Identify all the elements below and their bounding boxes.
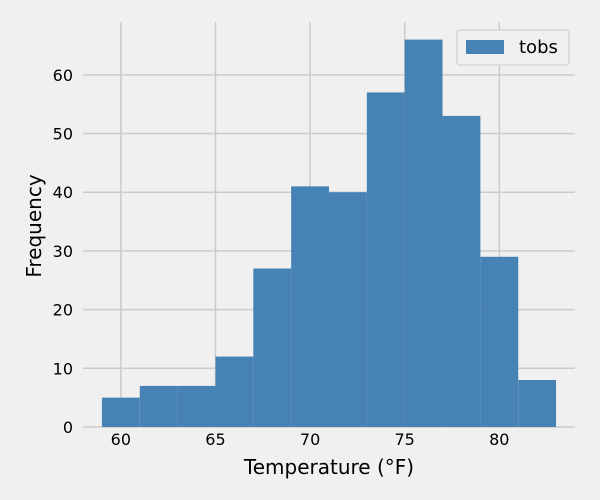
x-axis-label: Temperature (°F) bbox=[243, 455, 414, 479]
y-tick-label: 30 bbox=[53, 242, 73, 261]
x-tick-label: 75 bbox=[395, 430, 415, 449]
histogram-bar bbox=[329, 192, 367, 427]
histogram-bar bbox=[518, 380, 557, 427]
x-tick-label: 80 bbox=[489, 430, 509, 449]
x-tick-label: 65 bbox=[205, 430, 225, 449]
histogram-bar bbox=[101, 397, 140, 427]
x-tick-label: 70 bbox=[300, 430, 320, 449]
bars bbox=[101, 39, 557, 428]
histogram-bar bbox=[215, 356, 254, 427]
y-tick-label: 0 bbox=[63, 418, 73, 437]
y-tick-label: 60 bbox=[53, 66, 73, 85]
histogram-bar bbox=[442, 115, 481, 428]
histogram-bar bbox=[291, 186, 329, 427]
y-axis-label: Frequency bbox=[22, 174, 46, 277]
y-tick-label: 20 bbox=[53, 301, 73, 320]
legend: tobs bbox=[456, 29, 570, 66]
y-tick-label: 10 bbox=[53, 359, 73, 378]
legend-box bbox=[456, 29, 570, 66]
histogram-bar bbox=[177, 385, 216, 427]
y-tick-label: 40 bbox=[53, 183, 73, 202]
x-axis-ticks: 60 65 70 75 80 bbox=[111, 430, 510, 449]
y-tick-label: 50 bbox=[53, 125, 73, 144]
histogram-bar bbox=[480, 256, 519, 427]
histogram-bar bbox=[404, 39, 443, 427]
histogram-bar bbox=[366, 92, 405, 427]
legend-swatch bbox=[466, 40, 504, 54]
y-axis-ticks: 0 10 20 30 40 50 60 bbox=[53, 66, 73, 437]
histogram-bar bbox=[253, 268, 292, 427]
x-tick-label: 60 bbox=[111, 430, 131, 449]
legend-label: tobs bbox=[519, 37, 558, 58]
histogram-bar bbox=[139, 385, 178, 427]
